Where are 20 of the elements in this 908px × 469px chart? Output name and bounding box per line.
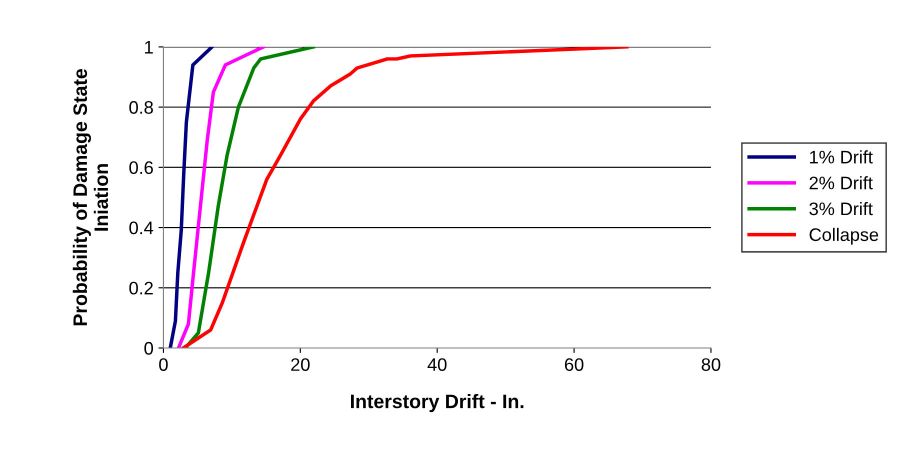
y-tick-label: 0.8: [129, 101, 153, 114]
y-tick-label: 0.6: [129, 161, 153, 174]
x-tick-label: 60: [564, 358, 584, 371]
y-tick-label: 0: [144, 342, 154, 355]
x-axis-title: Interstory Drift - In.: [351, 394, 524, 412]
x-tick-label: 20: [291, 358, 310, 371]
legend-label: 1% Drift: [810, 150, 873, 164]
line-series: [168, 46, 214, 348]
legend-label: 2% Drift: [810, 176, 873, 190]
y-tick-label: 1: [145, 41, 153, 54]
y-axis-title: Probability of Damage State Iniation: [72, 68, 108, 326]
y-tick-label: 0.4: [129, 221, 154, 234]
legend-label: Collapse: [810, 228, 878, 245]
line-series: [182, 46, 629, 348]
line-series: [176, 46, 266, 348]
x-tick-label: 0: [159, 358, 168, 371]
x-tick-label: 40: [428, 358, 447, 371]
legend-label: 3% Drift: [809, 202, 873, 216]
x-tick-label: 80: [702, 358, 720, 371]
y-tick-label: 0.2: [129, 282, 153, 294]
